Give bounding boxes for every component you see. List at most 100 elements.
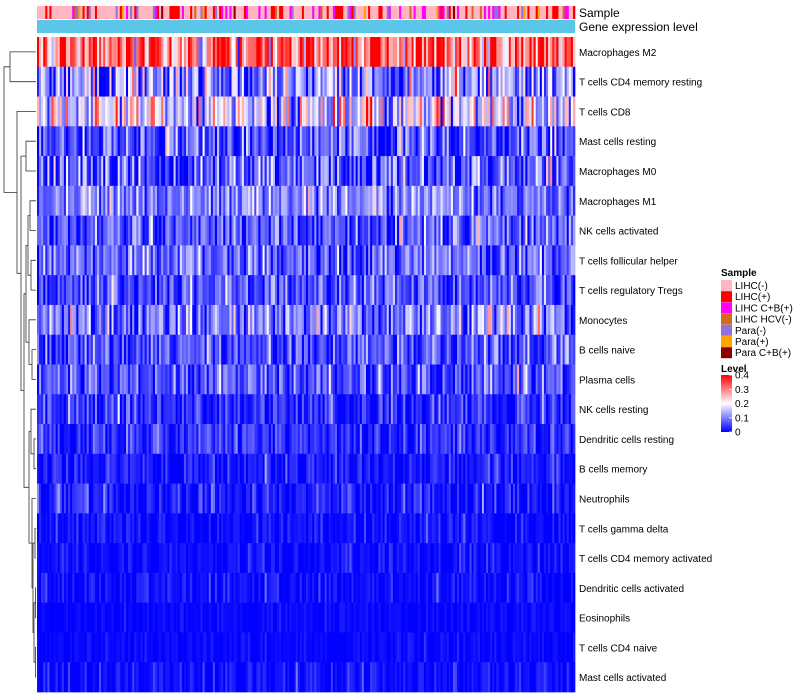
heatmap-cell (504, 513, 508, 544)
heatmap-cell (245, 513, 249, 544)
heatmap-cell (444, 543, 448, 574)
heatmap-cell (270, 304, 274, 336)
heatmap-cell (303, 96, 307, 127)
heatmap-cell (297, 543, 301, 574)
heatmap-cell (37, 304, 40, 336)
heatmap-cell (353, 275, 357, 306)
heatmap-cell (378, 513, 381, 544)
heatmap-cell (541, 453, 545, 484)
heatmap-cell (53, 334, 56, 365)
heatmap-cell (349, 364, 352, 395)
sample-annotation-cell (570, 6, 574, 19)
heatmap-row (37, 513, 576, 544)
heatmap-cell (41, 66, 44, 97)
heatmap-cell (448, 334, 452, 365)
heatmap-cell (546, 215, 549, 246)
heatmap-cell (125, 394, 129, 425)
heatmap-cell (39, 453, 42, 484)
heatmap-cell (548, 334, 551, 365)
heatmap-cell (374, 156, 377, 187)
heatmap-cell (229, 394, 232, 425)
heatmap-cell (432, 394, 435, 425)
heatmap-cell (132, 96, 135, 127)
heatmap-cell (415, 394, 419, 425)
heatmap-cell (99, 483, 102, 514)
heatmap-cell (169, 37, 172, 68)
heatmap-cell (384, 543, 388, 574)
heatmap-cell (169, 394, 172, 425)
heatmap-cell (324, 424, 328, 455)
heatmap-cell (169, 126, 172, 157)
heatmap-cell (99, 513, 102, 544)
heatmap-cell (196, 394, 199, 425)
heatmap-cell (245, 156, 249, 187)
heatmap-cell (326, 394, 330, 425)
heatmap-cell (490, 513, 493, 544)
heatmap-cell (264, 126, 268, 157)
heatmap-cell (510, 245, 514, 276)
heatmap-cell (560, 156, 563, 187)
heatmap-cell (506, 483, 510, 514)
heatmap-cell (266, 156, 270, 187)
sample-annotation-cell (221, 6, 224, 19)
heatmap-cell (399, 513, 402, 544)
heatmap-cell (310, 513, 313, 544)
heatmap-cell (386, 215, 390, 246)
heatmap-cell (322, 245, 325, 276)
heatmap-cell (310, 364, 313, 395)
heatmap-cell (347, 156, 350, 187)
heatmap-cell (508, 453, 512, 484)
heatmap-cell (45, 304, 48, 336)
heatmap-cell (560, 424, 563, 455)
heatmap-cell (409, 215, 412, 246)
heatmap-cell (434, 543, 437, 574)
heatmap-cell (159, 513, 162, 544)
heatmap-cell (426, 543, 429, 574)
heatmap-cell (206, 424, 210, 455)
heatmap-row (37, 453, 576, 484)
heatmap-cell (94, 483, 98, 514)
heatmap-cell (345, 304, 348, 336)
heatmap-cell (53, 304, 56, 336)
heatmap-cell (378, 543, 381, 574)
heatmap-cell (53, 37, 56, 68)
heatmap-cell (204, 364, 208, 395)
heatmap-cell (349, 424, 352, 455)
heatmap-cell (353, 543, 357, 574)
heatmap-cell (436, 304, 439, 336)
heatmap-cell (241, 96, 245, 127)
heatmap-cell (200, 185, 203, 216)
heatmap-cell (351, 37, 354, 68)
heatmap-cell (70, 543, 73, 574)
heatmap-cell (152, 275, 156, 306)
heatmap-cell (357, 364, 361, 395)
heatmap-cell (353, 215, 357, 246)
heatmap-cell (154, 215, 158, 246)
heatmap-cell (208, 513, 212, 544)
dendrogram-branch (25, 245, 29, 343)
heatmap-cell (88, 96, 92, 127)
heatmap-cell (457, 483, 460, 514)
heatmap-cell (403, 304, 406, 336)
heatmap-cell (210, 483, 214, 514)
heatmap-cell (272, 215, 276, 246)
heatmap-cell (196, 37, 199, 68)
heatmap-cell (337, 126, 340, 157)
heatmap-cell (322, 66, 325, 97)
heatmap-cell (92, 37, 96, 68)
heatmap-cell (454, 66, 458, 97)
heatmap-cell (92, 275, 96, 306)
heatmap-cell (123, 185, 127, 216)
sample-annotation-cell (285, 6, 288, 19)
heatmap-cell (421, 185, 425, 216)
heatmap-cell (86, 245, 90, 276)
heatmap-cell (475, 424, 479, 455)
heatmap-cell (181, 453, 185, 484)
heatmap-cell (380, 483, 383, 514)
heatmap-cell (550, 275, 553, 306)
heatmap-cell (105, 424, 108, 455)
heatmap-cell (428, 483, 431, 514)
heatmap-cell (243, 424, 247, 455)
heatmap-cell (291, 394, 294, 425)
heatmap-cell (65, 37, 69, 68)
